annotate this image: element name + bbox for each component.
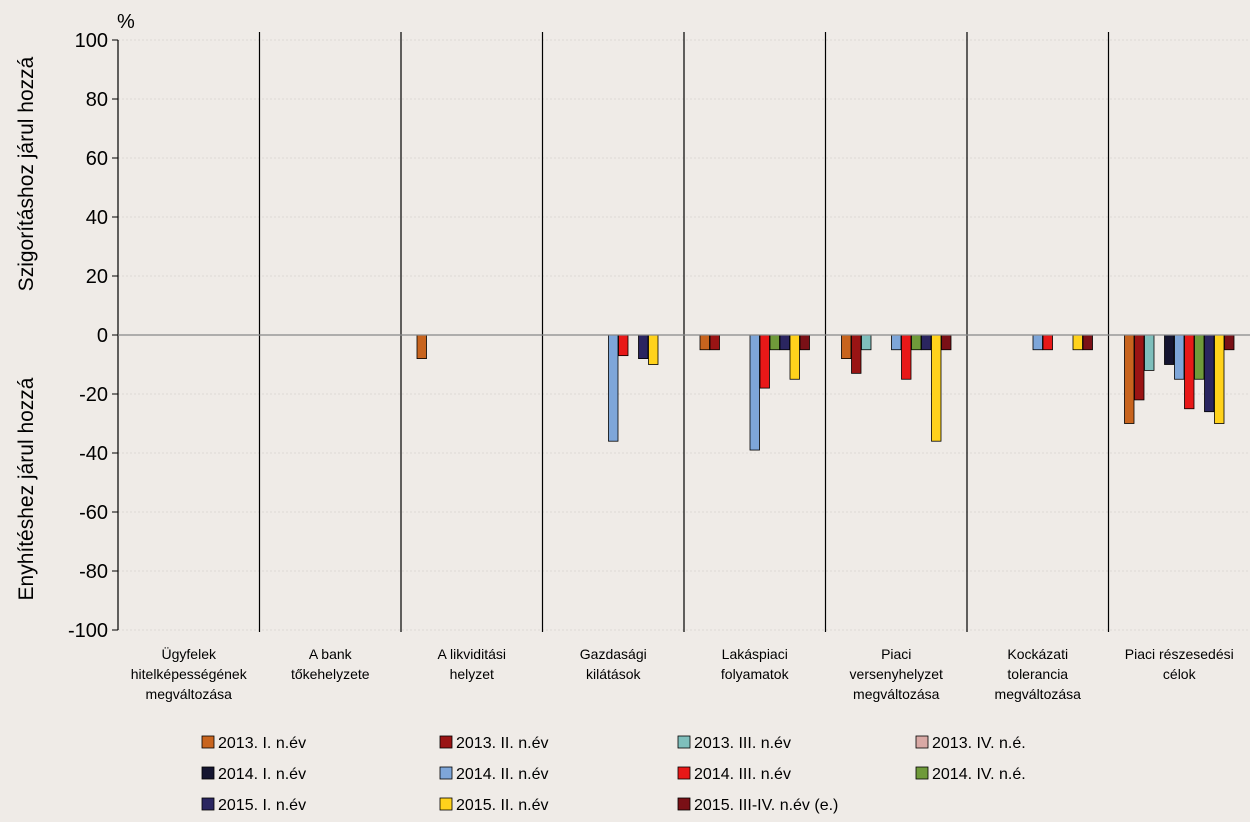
legend-swatch: [677, 735, 691, 749]
bar: [1214, 334, 1225, 424]
bar: [851, 334, 862, 374]
bar: [1224, 334, 1235, 351]
category-label: Gazdasági: [580, 646, 647, 662]
legend-swatch: [439, 735, 453, 749]
bar: [1184, 334, 1195, 410]
axes: [112, 39, 1250, 631]
bar: [759, 334, 770, 389]
legend-swatch: [915, 735, 929, 749]
bar: [769, 334, 780, 351]
category-label: Piaci: [881, 646, 911, 662]
category-label: kilátások: [586, 666, 641, 682]
y-tick-label: -40: [79, 443, 108, 465]
y-tick-label: 40: [86, 207, 108, 229]
bar: [841, 334, 852, 360]
gridlines: [118, 32, 1250, 632]
bar: [779, 334, 790, 351]
bar: [618, 334, 629, 357]
bar: [1082, 334, 1093, 351]
category-label: megváltozása: [995, 686, 1082, 702]
category-label: helyzet: [450, 666, 494, 682]
y-tick-label: 60: [86, 148, 108, 170]
bar: [901, 334, 912, 380]
bar: [608, 334, 619, 442]
y-tick-labels: -100 -80 -60 -40 -20 0 20 40 60 80 100: [68, 30, 108, 642]
legend-swatch: [439, 766, 453, 780]
legend-swatch: [201, 735, 215, 749]
legend-label: 2015. II. n.év: [456, 797, 549, 814]
bar: [1194, 334, 1205, 380]
legend: 2013. I. n.év 2013. II. n.év 2013. III. n.…: [201, 735, 1026, 814]
category-labels: Ügyfelek hitelképességének megváltozása A b…: [131, 645, 1234, 702]
category-label: A bank: [309, 646, 353, 662]
y-tick-label: 0: [97, 325, 108, 347]
bar: [911, 334, 922, 351]
legend-label: 2014. IV. n.é.: [932, 766, 1026, 783]
category-label: hitelképességének: [131, 666, 248, 682]
category-label: Ügyfelek: [162, 645, 217, 662]
category-label: Kockázati: [1007, 646, 1068, 662]
unit-label: %: [117, 11, 135, 33]
category-label: célok: [1163, 666, 1197, 682]
bar: [941, 334, 952, 351]
category-label: folyamatok: [721, 666, 790, 682]
bar: [1164, 334, 1175, 365]
bar: [699, 334, 710, 351]
bar: [1204, 334, 1215, 413]
legend-label: 2013. I. n.év: [218, 735, 306, 752]
ylabel-top: Szigorításhoz járul hozzá: [15, 56, 38, 291]
legend-label: 2013. IV. n.é.: [932, 735, 1026, 752]
y-tick-label: 100: [75, 30, 108, 52]
legend-label: 2014. III. n.év: [694, 766, 791, 783]
legend-label: 2015. I. n.év: [218, 797, 306, 814]
legend-swatch: [439, 797, 453, 811]
y-tick-label: 20: [86, 266, 108, 288]
bar: [1144, 334, 1155, 371]
y-tick-label: -20: [79, 384, 108, 406]
bar: [749, 334, 760, 451]
category-label: Lakáspiaci: [722, 646, 788, 662]
y-tick-label: -60: [79, 502, 108, 524]
bar: [648, 334, 659, 365]
bar: [709, 334, 720, 351]
legend-label: 2013. II. n.év: [456, 735, 549, 752]
category-label: tőkehelyzete: [291, 666, 370, 682]
bar: [1174, 334, 1185, 380]
legend-label: 2014. II. n.év: [456, 766, 549, 783]
bars: [416, 334, 1235, 451]
legend-swatch: [677, 766, 691, 780]
legend-label: 2014. I. n.év: [218, 766, 306, 783]
bar: [1072, 334, 1083, 351]
legend-swatch: [915, 766, 929, 780]
bar: [931, 334, 942, 442]
y-tick-label: 80: [86, 89, 108, 111]
bar: [799, 334, 810, 351]
legend-swatch: [201, 797, 215, 811]
legend-label: 2015. III-IV. n.év (e.): [694, 797, 838, 814]
bar: [1032, 334, 1043, 351]
category-label: A likviditási: [438, 646, 506, 662]
category-label: megváltozása: [146, 686, 233, 702]
ylabel-bottom: Enyhítéshez járul hozzá: [15, 377, 38, 600]
category-label: tolerancia: [1007, 666, 1068, 682]
bar: [638, 334, 649, 360]
bar: [1042, 334, 1053, 351]
legend-swatch: [201, 766, 215, 780]
bar: [416, 334, 427, 360]
y-tick-label: -80: [79, 561, 108, 583]
category-label: megváltozása: [853, 686, 940, 702]
legend-label: 2013. III. n.év: [694, 735, 791, 752]
bar: [891, 334, 902, 351]
legend-swatch: [677, 797, 691, 811]
bar: [861, 334, 872, 351]
category-label: Piaci részesedési: [1125, 646, 1234, 662]
bar: [789, 334, 800, 380]
bar: [1124, 334, 1135, 424]
category-label: versenyhelyzet: [850, 666, 943, 682]
bar: [1134, 334, 1145, 401]
bar: [921, 334, 932, 351]
y-tick-label: -100: [68, 620, 108, 642]
